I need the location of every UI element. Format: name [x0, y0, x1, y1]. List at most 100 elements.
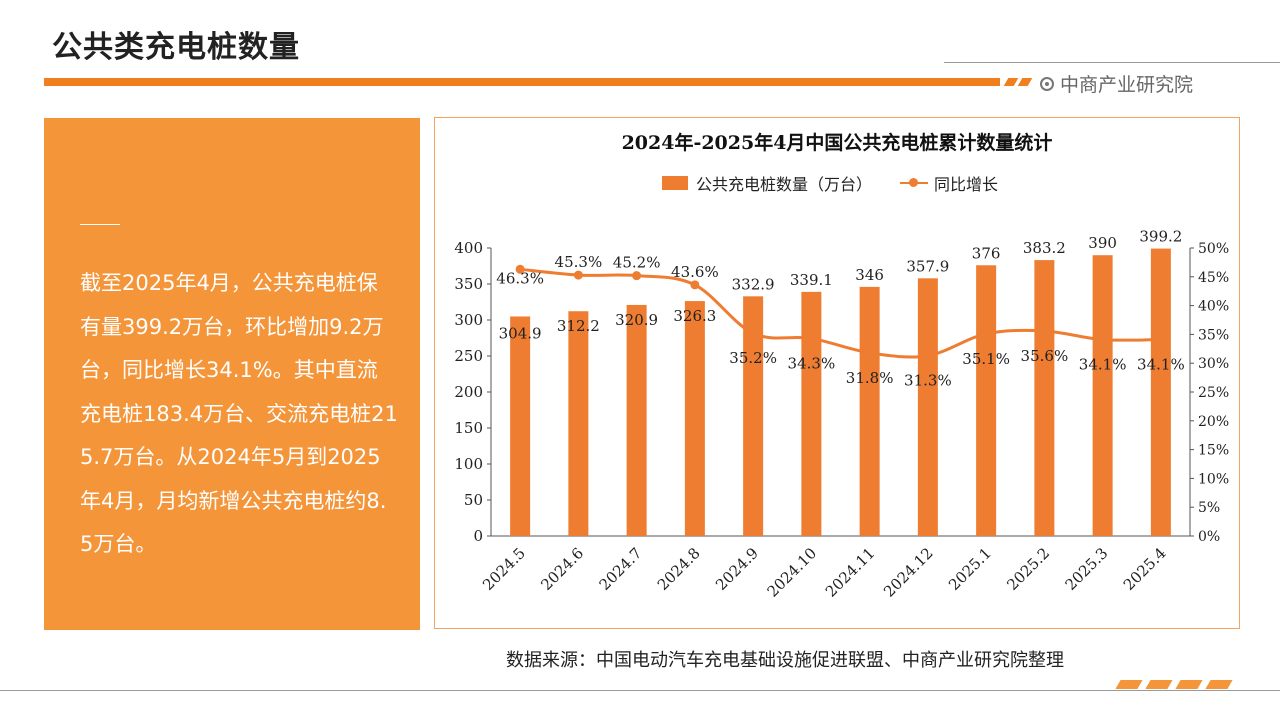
page-title: 公共类充电桩数量: [52, 30, 300, 65]
x-tick-label: 2025.3: [1062, 544, 1112, 594]
bar-value-label: 326.3: [673, 307, 716, 325]
x-tick-label: 2024.10: [764, 544, 821, 601]
growth-value-label: 31.8%: [846, 369, 894, 387]
footer-slash: [1115, 680, 1143, 689]
chart-frame: [434, 117, 1240, 629]
bar: [1150, 248, 1171, 537]
y-right-tick-label: 25%: [1198, 385, 1229, 401]
bar-value-label: 357.9: [906, 257, 949, 275]
bar-value-label: 346: [855, 266, 884, 284]
brand-name: 中商产业研究院: [1060, 74, 1194, 96]
y-right-tick-label: 50%: [1198, 241, 1229, 257]
target-icon: [1040, 76, 1054, 91]
bar-value-label: 383.2: [1023, 239, 1066, 257]
bar: [976, 265, 997, 536]
y-left-tick-label: 250: [454, 347, 483, 365]
bar-value-label: 332.9: [732, 275, 775, 293]
footer-slash: [1205, 680, 1233, 689]
y-right-tick-label: 35%: [1198, 327, 1229, 343]
y-right-tick-label: 45%: [1198, 270, 1229, 286]
y-left-tick-label: 100: [454, 455, 483, 473]
growth-point: [1039, 326, 1049, 336]
data-source: 数据来源：中国电动汽车充电基础设施促进联盟、中商产业研究院整理: [506, 650, 1064, 671]
growth-point: [1098, 335, 1108, 345]
x-tick-label: 2025.4: [1120, 544, 1170, 594]
chart-legend: 公共充电桩数量（万台） 同比增长: [662, 171, 998, 195]
bar: [859, 286, 880, 536]
bar: [743, 296, 764, 536]
y-left-tick-label: 50: [464, 491, 483, 509]
growth-point: [923, 351, 933, 361]
growth-value-label: 35.2%: [729, 349, 777, 367]
x-tick-label: 2024.11: [822, 544, 879, 601]
bar: [1034, 260, 1055, 536]
x-tick-label: 2024.12: [880, 544, 937, 601]
growth-point: [690, 280, 700, 290]
growth-point: [632, 271, 642, 281]
growth-value-label: 34.1%: [1079, 356, 1127, 374]
y-left-tick-label: 400: [454, 239, 483, 257]
y-right-tick-label: 5%: [1198, 500, 1220, 516]
bar: [626, 304, 647, 536]
bar-value-label: 390: [1088, 234, 1117, 252]
growth-point: [748, 328, 758, 338]
legend-bar-label: 公共充电桩数量（万台）: [696, 175, 873, 194]
bar: [684, 301, 705, 536]
accent-slash: [1003, 78, 1019, 86]
brand-label: 中商产业研究院: [1040, 70, 1193, 97]
bar: [568, 311, 589, 536]
bar: [917, 278, 938, 536]
title-divider: [944, 62, 1280, 63]
combo-chart: 0 50 100 150 200 250 300 350 400 0% 5% 10% 15% 20% 25%…: [454, 228, 1229, 601]
growth-value-label: 35.6%: [1021, 347, 1069, 365]
footer-slash: [1145, 680, 1173, 689]
y-left-tick-label: 200: [454, 383, 483, 401]
growth-point: [573, 270, 583, 280]
accent-slash: [1017, 78, 1033, 86]
summary-panel: 截至2025年4月，公共充电桩保有量399.2万台，环比增加9.2万台，同比增长…: [44, 118, 420, 630]
growth-value-label: 35.1%: [962, 350, 1010, 368]
chart-title: 2024年-2025年4月中国公共充电桩累计数量统计: [621, 132, 1053, 154]
growth-point: [981, 329, 991, 339]
legend-bar-swatch: [662, 176, 688, 190]
y-right-tick-label: 10%: [1198, 471, 1229, 487]
growth-value-label: 43.6%: [671, 263, 719, 281]
bar-value-label: 339.1: [790, 271, 833, 289]
y-left-tick-label: 0: [473, 527, 483, 545]
x-tick-label: 2024.6: [537, 544, 587, 594]
summary-text: 截至2025年4月，公共充电桩保有量399.2万台，环比增加9.2万台，同比增长…: [80, 271, 398, 556]
x-tick-label: 2024.5: [479, 544, 529, 594]
title-accent-bar: [44, 78, 1000, 86]
bar-value-label: 399.2: [1139, 228, 1182, 246]
y-right-tick-label: 40%: [1198, 299, 1229, 315]
growth-point: [806, 333, 816, 343]
growth-value-label: 45.3%: [555, 253, 603, 271]
footer-divider: [0, 690, 1280, 691]
panel-divider: [80, 224, 120, 225]
growth-value-label: 34.1%: [1137, 356, 1185, 374]
y-left-tick-label: 350: [454, 275, 483, 293]
bar: [801, 291, 822, 536]
y-right-tick-label: 15%: [1198, 443, 1229, 459]
bar-value-label: 376: [972, 244, 1001, 262]
growth-value-label: 34.3%: [788, 354, 836, 372]
y-left-tick-label: 150: [454, 419, 483, 437]
x-tick-label: 2025.2: [1003, 544, 1053, 594]
growth-point: [515, 264, 525, 274]
bar: [1092, 255, 1113, 536]
footer-slash: [1175, 680, 1203, 689]
legend-line-label: 同比增长: [934, 175, 999, 194]
x-tick-label: 2024.7: [596, 544, 646, 594]
growth-value-label: 31.3%: [904, 372, 952, 390]
bar: [510, 316, 531, 536]
x-tick-label: 2024.8: [654, 544, 704, 594]
x-tick-label: 2025.1: [945, 544, 995, 594]
y-right-tick-label: 30%: [1198, 356, 1229, 372]
y-left-tick-label: 300: [454, 311, 483, 329]
bar-value-label: 304.9: [499, 324, 542, 342]
bar-value-label: 312.2: [557, 317, 600, 335]
y-right-tick-label: 0%: [1198, 529, 1220, 545]
growth-point: [865, 348, 875, 358]
growth-value-label: 46.3%: [496, 269, 544, 287]
bar-value-label: 320.9: [615, 311, 658, 329]
